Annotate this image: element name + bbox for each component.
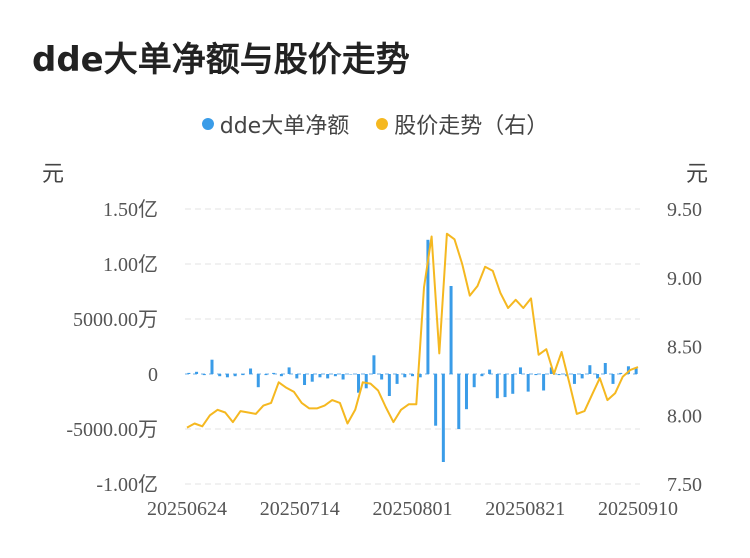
bar (619, 372, 623, 374)
bar (511, 374, 515, 394)
left-tick-label: -5000.00万 (66, 419, 158, 441)
price-line (186, 232, 639, 429)
legend-item-price[interactable]: 股价走势（右） (376, 108, 548, 140)
bar (464, 374, 468, 410)
bar (279, 374, 283, 377)
bar (349, 374, 353, 375)
x-tick-label: 20250801 (373, 498, 453, 520)
bar (210, 359, 214, 374)
bar (241, 374, 245, 376)
x-tick-label: 20250910 (598, 498, 678, 520)
left-tick-label: 1.00亿 (103, 253, 158, 276)
right-axis-unit: 元 (685, 162, 708, 187)
bar (326, 374, 330, 379)
right-tick-label: 7.50 (667, 474, 702, 496)
bar (403, 374, 407, 378)
bar (372, 355, 376, 374)
left-tick-label: 1.50亿 (103, 198, 158, 221)
bar (480, 374, 484, 377)
bar (333, 374, 337, 377)
bar (426, 239, 430, 374)
bar (572, 374, 576, 384)
bar (272, 372, 276, 374)
bar (542, 374, 546, 391)
chart-title: dde大单净额与股价走势 (32, 40, 410, 80)
bar (518, 367, 522, 374)
x-tick-label: 20250624 (147, 498, 227, 520)
bar (249, 368, 253, 374)
bar (457, 374, 461, 429)
bar (380, 374, 384, 380)
bar (534, 374, 538, 376)
bar (256, 374, 260, 388)
x-tick-label: 20250821 (485, 498, 565, 520)
bar (303, 374, 307, 385)
bar (357, 374, 361, 393)
bar (295, 374, 299, 379)
right-tick-label: 9.00 (667, 268, 702, 290)
legend-swatch-price (376, 118, 389, 130)
bar (264, 374, 268, 376)
legend-label-price: 股价走势（右） (394, 114, 549, 139)
bar (202, 374, 206, 376)
bar (557, 374, 561, 376)
right-tick-label: 8.50 (667, 337, 702, 359)
bar (526, 374, 530, 392)
left-tick-label: 0 (148, 364, 158, 386)
right-tick-label: 9.50 (667, 199, 702, 221)
bar (233, 374, 237, 377)
bar (225, 374, 229, 378)
right-tick-label: 8.00 (667, 405, 702, 427)
bar (503, 374, 507, 398)
bar (588, 365, 592, 374)
bar (364, 374, 368, 389)
bar (318, 374, 322, 378)
bar (495, 374, 499, 399)
left-tick-label: 5000.00万 (73, 309, 158, 331)
bar (580, 374, 584, 379)
legend-item-dde[interactable]: dde大单净额 (201, 108, 350, 140)
bar (341, 374, 345, 380)
bar (218, 374, 222, 377)
bar (472, 374, 476, 388)
bar (626, 366, 630, 374)
bar (434, 374, 438, 426)
bar (411, 374, 414, 377)
bar (187, 372, 191, 374)
bar (418, 374, 422, 378)
x-tick-label: 20250714 (260, 498, 340, 520)
bar (395, 374, 399, 384)
left-axis-unit: 元 (42, 162, 65, 187)
bar (287, 367, 291, 374)
bar (195, 371, 199, 374)
left-tick-label: -1.00亿 (96, 473, 158, 496)
legend: dde大单净额 股价走势（右） (0, 108, 750, 140)
bar (441, 374, 445, 462)
bar (387, 374, 391, 396)
bar (611, 374, 615, 384)
bar (310, 374, 314, 382)
bar (449, 286, 453, 374)
legend-label-dde: dde大单净额 (219, 114, 350, 139)
bar (634, 368, 638, 374)
bar (488, 369, 492, 374)
bar (596, 374, 600, 379)
legend-swatch-dde (201, 118, 214, 130)
bar (549, 367, 553, 374)
bar (603, 363, 607, 374)
